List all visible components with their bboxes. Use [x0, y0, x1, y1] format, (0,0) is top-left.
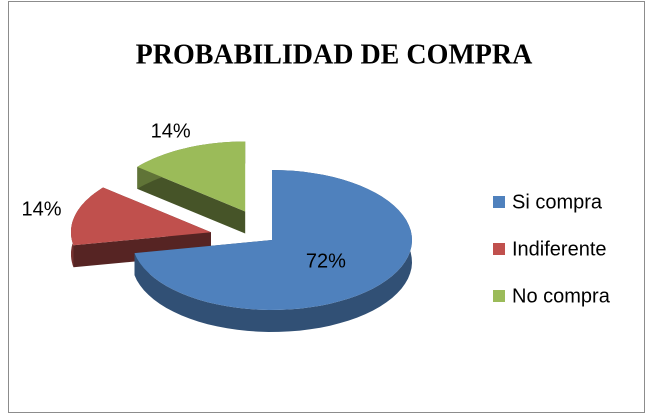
legend-label: Si compra — [512, 191, 603, 213]
slice-top — [71, 187, 211, 246]
chart-title: PROBABILIDAD DE COMPRA — [136, 39, 533, 70]
legend-label: Indiferente — [512, 238, 607, 260]
data-label: 14% — [151, 121, 191, 143]
data-label: 14% — [21, 199, 61, 221]
data-label: 72% — [306, 251, 346, 273]
slice — [71, 187, 211, 268]
legend-label: No compra — [512, 285, 611, 307]
slice-side — [73, 232, 211, 268]
legend-swatch — [493, 290, 505, 302]
legend-swatch — [493, 243, 505, 255]
slice-side — [137, 166, 246, 234]
slice-top — [134, 170, 412, 310]
slice-top — [137, 141, 246, 212]
legend-swatch — [493, 196, 505, 208]
slice — [137, 141, 246, 234]
slice — [134, 170, 412, 332]
